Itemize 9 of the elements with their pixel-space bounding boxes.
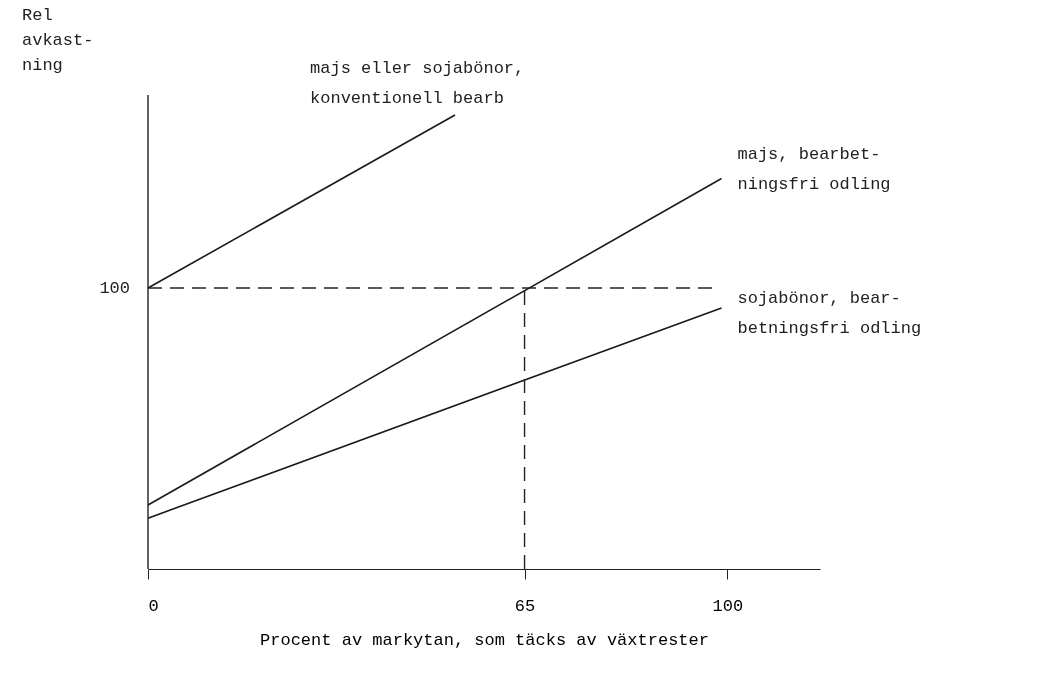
x-tick-label: 0 [148, 596, 159, 616]
series-label: majs, bearbet- ningsfri odling [737, 144, 891, 194]
y-axis-title: Rel avkast- ning [22, 6, 94, 75]
x-axis-title: Procent av markytan, som täcks av växtrester [260, 630, 709, 650]
x-tick-label: 65 [514, 596, 536, 616]
x-tick-label: 100 [712, 596, 744, 616]
text: 100 [99, 278, 130, 298]
text: majs eller sojabönor, konventionell bearb [310, 59, 525, 108]
series-label: sojabönor, bear- betningsfri odling [737, 288, 922, 338]
